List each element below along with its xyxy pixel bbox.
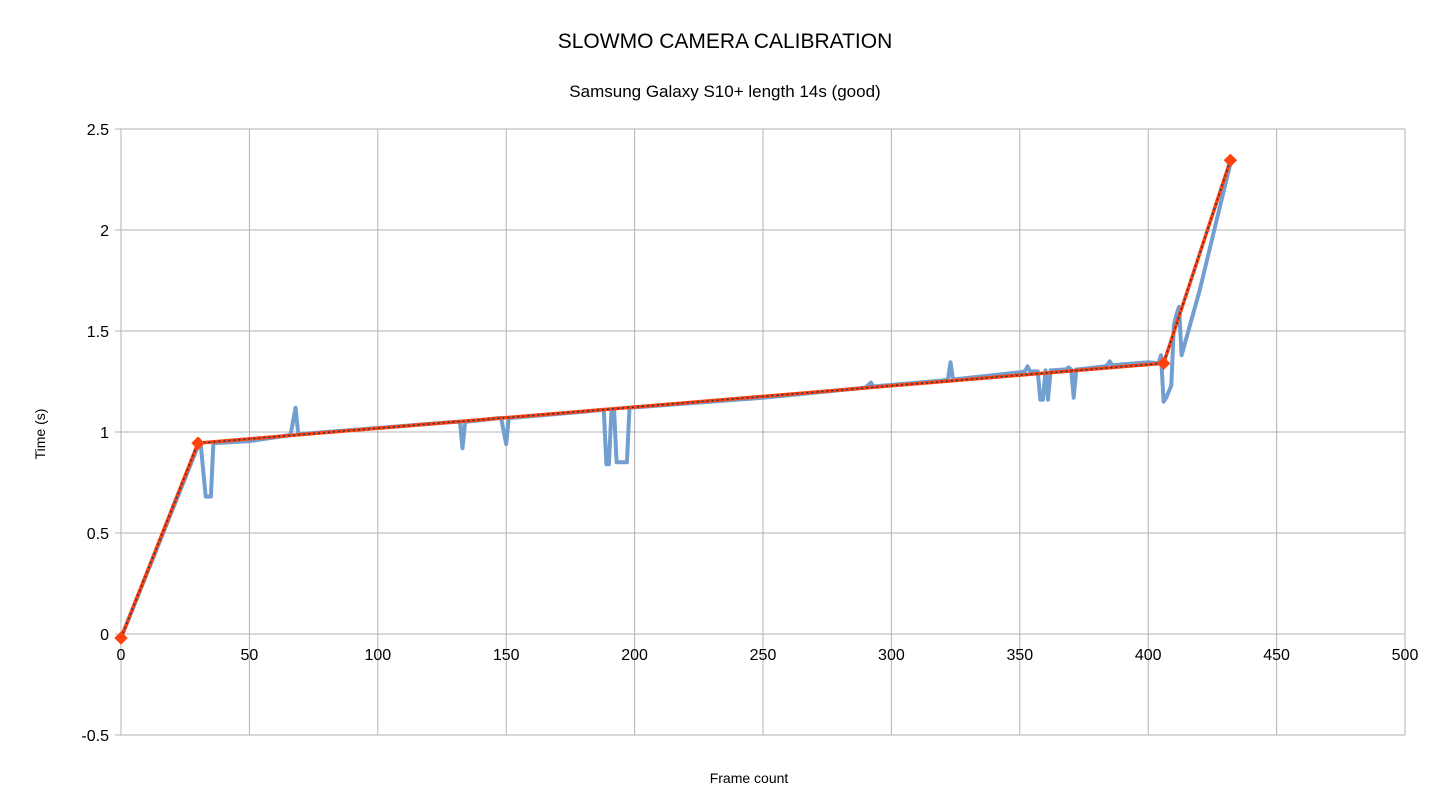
fit-series-line <box>119 159 1233 639</box>
x-tick-label: 100 <box>364 647 391 664</box>
measured-series-line <box>119 161 1233 640</box>
chart-title: SLOWMO CAMERA CALIBRATION <box>558 30 893 53</box>
x-tick-label: 200 <box>621 647 648 664</box>
x-tick-label: 0 <box>117 647 126 664</box>
x-axis-title: Frame count <box>710 770 789 786</box>
y-tick-label: 0.5 <box>87 526 109 543</box>
x-tick-label: 300 <box>878 647 905 664</box>
x-tick-label: 500 <box>1392 647 1419 664</box>
series-layer <box>114 153 1238 645</box>
chart-subtitle: Samsung Galaxy S10+ length 14s (good) <box>569 82 880 101</box>
x-tick-label: 450 <box>1263 647 1290 664</box>
x-tick-label: 350 <box>1006 647 1033 664</box>
y-axis-title: Time (s) <box>32 409 48 460</box>
dotted-series-line <box>120 160 1232 639</box>
x-tick-label: 400 <box>1135 647 1162 664</box>
fit-point-marker <box>1156 356 1171 371</box>
grid-layer <box>115 128 1406 736</box>
fit-point-marker <box>1223 153 1238 168</box>
y-tick-label: 1 <box>100 425 109 442</box>
y-tick-label: -0.5 <box>81 728 109 745</box>
x-tick-label: 250 <box>750 647 777 664</box>
x-tick-label: 150 <box>493 647 520 664</box>
y-tick-label: 2 <box>100 223 109 240</box>
x-tick-label: 50 <box>241 647 259 664</box>
y-tick-label: 2.5 <box>87 122 109 139</box>
y-tick-label: 0 <box>100 627 109 644</box>
y-tick-label: 1.5 <box>87 324 109 341</box>
fit-point-marker <box>191 436 205 450</box>
tick-layer: -0.5 0 0.5 1 1.5 2 2.5 0 50 100 150 200 250 300 350 400… <box>81 122 1418 745</box>
fit-point-marker <box>114 631 128 645</box>
